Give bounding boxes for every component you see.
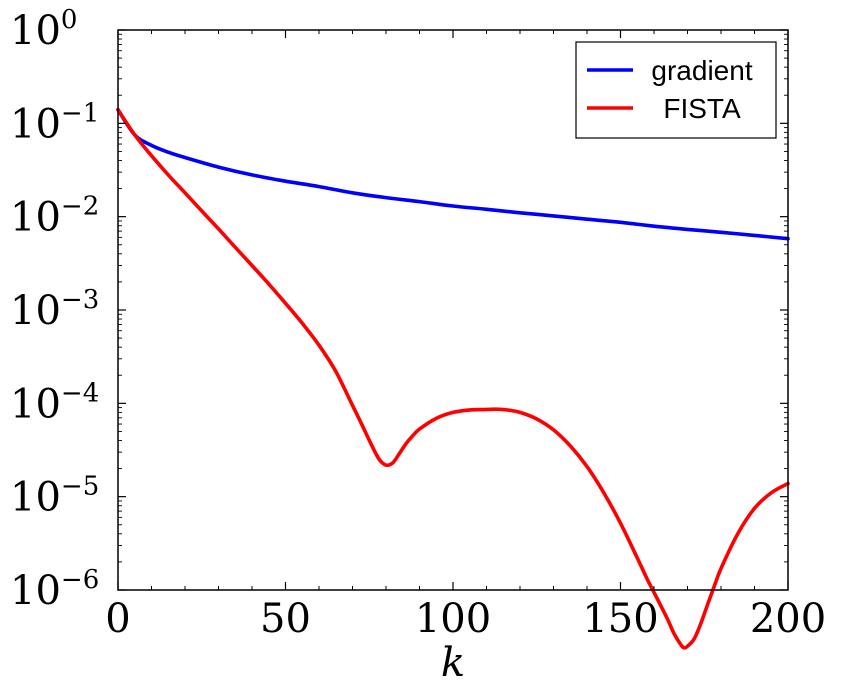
legend-label-fista: FISTA — [663, 93, 741, 124]
y-tick-base: 10 — [10, 288, 61, 334]
y-tick-label: 10−3 — [10, 285, 99, 334]
plot-lines — [116, 107, 790, 650]
x-tick-label: 200 — [750, 596, 826, 642]
y-tick-label: 10−1 — [10, 98, 99, 147]
x-axis-label: k — [441, 640, 465, 686]
y-tick-exponent: −2 — [61, 192, 99, 222]
legend-label-gradient: gradient — [651, 55, 752, 86]
series-line-gradient — [116, 107, 790, 241]
legend: gradient FISTA — [575, 41, 777, 139]
x-tick-label: 150 — [582, 596, 658, 642]
y-tick-base: 10 — [10, 101, 61, 147]
x-tick-labels: 0 50 100 150 200 — [105, 596, 826, 642]
y-tick-exponent: −3 — [61, 285, 99, 315]
y-tick-base: 10 — [10, 568, 61, 614]
y-tick-label: 100 — [10, 5, 77, 54]
x-tick-label: 0 — [105, 596, 130, 642]
x-tick-label: 50 — [260, 596, 311, 642]
series-line-fista — [116, 107, 790, 650]
y-tick-exponent: −4 — [61, 378, 99, 408]
y-tick-exponent: −1 — [61, 98, 99, 128]
x-tick-label: 100 — [415, 596, 491, 642]
y-tick-exponent: 0 — [61, 5, 78, 35]
legend-box — [575, 41, 777, 139]
axis-ticks — [117, 29, 789, 591]
y-tick-exponent: −6 — [61, 565, 99, 595]
y-tick-label: 10−4 — [10, 378, 99, 427]
y-tick-label: 10−2 — [10, 192, 99, 241]
y-tick-base: 10 — [10, 475, 61, 521]
y-tick-exponent: −5 — [61, 472, 99, 502]
y-tick-base: 10 — [10, 8, 61, 54]
y-tick-base: 10 — [10, 381, 61, 427]
y-tick-base: 10 — [10, 195, 61, 241]
y-tick-label: 10−5 — [10, 472, 99, 521]
y-tick-label: 10−6 — [10, 565, 99, 614]
